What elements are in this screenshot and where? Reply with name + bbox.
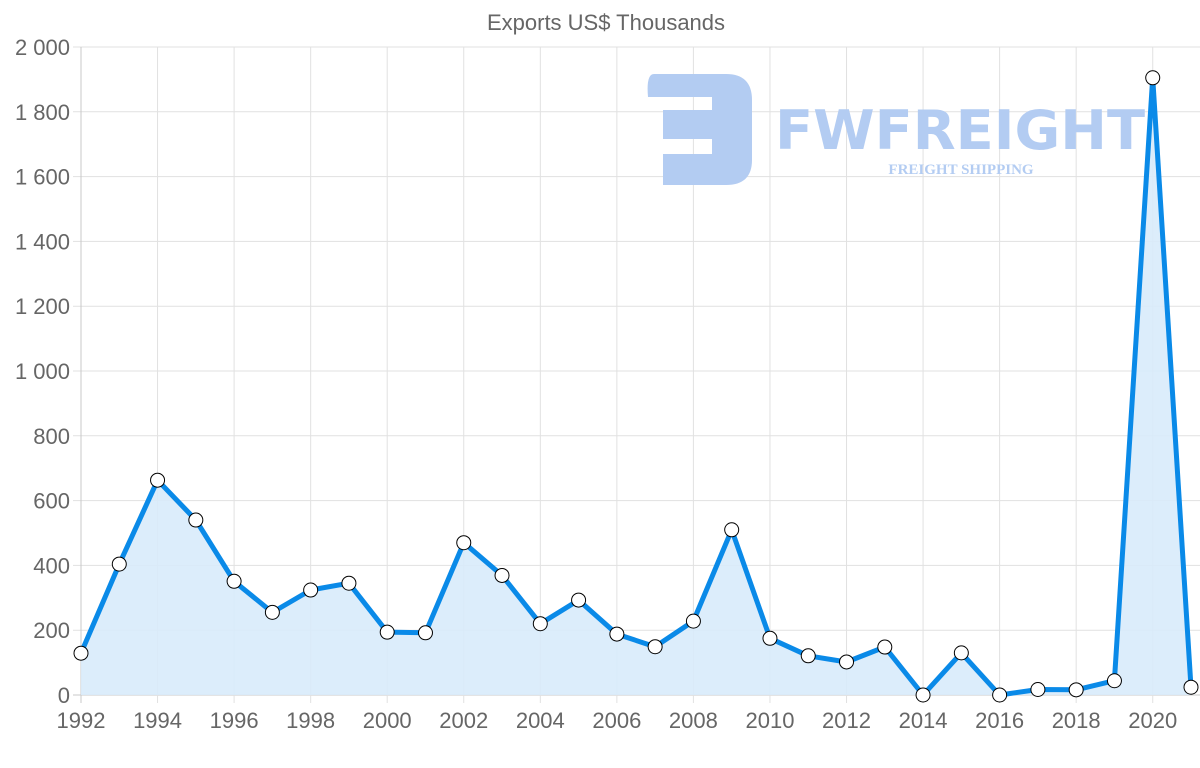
data-point-1995[interactable]: 1995: 540 <box>188 512 204 528</box>
fwfreight-watermark: FWFREIGHT FREIGHT SHIPPING <box>647 74 1145 185</box>
data-point-2018[interactable]: 2018: 16 <box>1068 682 1084 698</box>
x-axis-labels: 1992 1994 1996 1998 2000 2002 2004 2006 2008 2010… <box>57 708 1178 733</box>
data-point-2016[interactable]: 2016: 0 <box>992 687 1008 703</box>
y-tick-label: 800 <box>33 424 70 449</box>
data-point-2003[interactable]: 2003: 369 <box>494 567 510 583</box>
x-tick-label: 1994 <box>133 708 182 733</box>
x-tick-label: 2018 <box>1052 708 1101 733</box>
data-point-2011[interactable]: 2011: 121 <box>800 648 816 664</box>
chart-title: Exports US$ Thousands <box>487 10 725 35</box>
data-point-2002[interactable]: 2002: 470 <box>456 535 472 551</box>
x-tick-label: 2020 <box>1128 708 1177 733</box>
data-point-2013[interactable]: 2013: 148 <box>877 639 893 655</box>
y-tick-label: 200 <box>33 618 70 643</box>
y-tick-label: 1 800 <box>15 100 70 125</box>
data-point-2021[interactable]: 2021: 24 <box>1183 679 1199 695</box>
x-tick-label: 2012 <box>822 708 871 733</box>
data-point-1999[interactable]: 1999: 345 <box>341 575 357 591</box>
x-tick-label: 1992 <box>57 708 106 733</box>
data-point-2007[interactable]: 2007: 149 <box>647 639 663 655</box>
data-point-2014[interactable]: 2014: 0 <box>915 687 931 703</box>
data-point-1997[interactable]: 1997: 255 <box>264 604 280 620</box>
y-tick-label: 0 <box>58 683 70 708</box>
y-tick-label: 1 000 <box>15 359 70 384</box>
data-point-2006[interactable]: 2006: 188 <box>609 626 625 642</box>
y-tick-label: 1 200 <box>15 294 70 319</box>
area-path <box>81 77 1191 696</box>
watermark-tagline: FREIGHT SHIPPING <box>888 162 1033 178</box>
data-point-1996[interactable]: 1996: 351 <box>226 573 242 589</box>
data-point-2019[interactable]: 2019: 44 <box>1106 673 1122 689</box>
y-tick-label: 1 600 <box>15 165 70 190</box>
data-point-1993[interactable]: 1993: 404 <box>111 556 127 572</box>
x-tick-label: 2016 <box>975 708 1024 733</box>
data-point-2004[interactable]: 2004: 220 <box>532 616 548 632</box>
x-tick-label: 2014 <box>899 708 948 733</box>
fwfreight-logo-icon <box>647 74 752 185</box>
x-tick-label: 2008 <box>669 708 718 733</box>
data-point-2010[interactable]: 2010: 175 <box>762 630 778 646</box>
x-tick-label: 2002 <box>439 708 488 733</box>
data-point-1994[interactable]: 1994: 663 <box>150 472 166 488</box>
data-point-1992[interactable]: 1992: 129 <box>73 645 89 661</box>
data-point-2008[interactable]: 2008: 228 <box>685 613 701 629</box>
y-tick-label: 1 400 <box>15 229 70 254</box>
area-fill <box>81 77 1191 696</box>
y-tick-label: 400 <box>33 553 70 578</box>
data-point-1998[interactable]: 1998: 324 <box>303 582 319 598</box>
x-tick-label: 2010 <box>745 708 794 733</box>
data-point-2000[interactable]: 2000: 194 <box>379 624 395 640</box>
watermark-brand: FWFREIGHT <box>775 99 1145 162</box>
data-point-2012[interactable]: 2012: 102 <box>839 654 855 670</box>
x-tick-label: 2004 <box>516 708 565 733</box>
x-tick-label: 2000 <box>363 708 412 733</box>
data-point-2009[interactable]: 2009: 510 <box>724 522 740 538</box>
data-point-2017[interactable]: 2017: 17 <box>1030 681 1046 697</box>
y-tick-label: 2 000 <box>15 35 70 60</box>
y-axis-labels: 0 200 400 600 800 1 000 1 200 1 400 1 600 1 800 2 … <box>15 35 70 708</box>
x-tick-label: 1996 <box>210 708 259 733</box>
x-tick-label: 1998 <box>286 708 335 733</box>
data-point-2020[interactable]: 2020: 1905 <box>1145 70 1161 86</box>
data-points: 1992: 129 1993: 404 1994: 663 1995: 540 1996… <box>73 70 1199 703</box>
x-tick-label: 2006 <box>592 708 641 733</box>
data-point-2005[interactable]: 2005: 293 <box>571 592 587 608</box>
y-tick-label: 600 <box>33 489 70 514</box>
data-point-2015[interactable]: 2015: 130 <box>953 645 969 661</box>
